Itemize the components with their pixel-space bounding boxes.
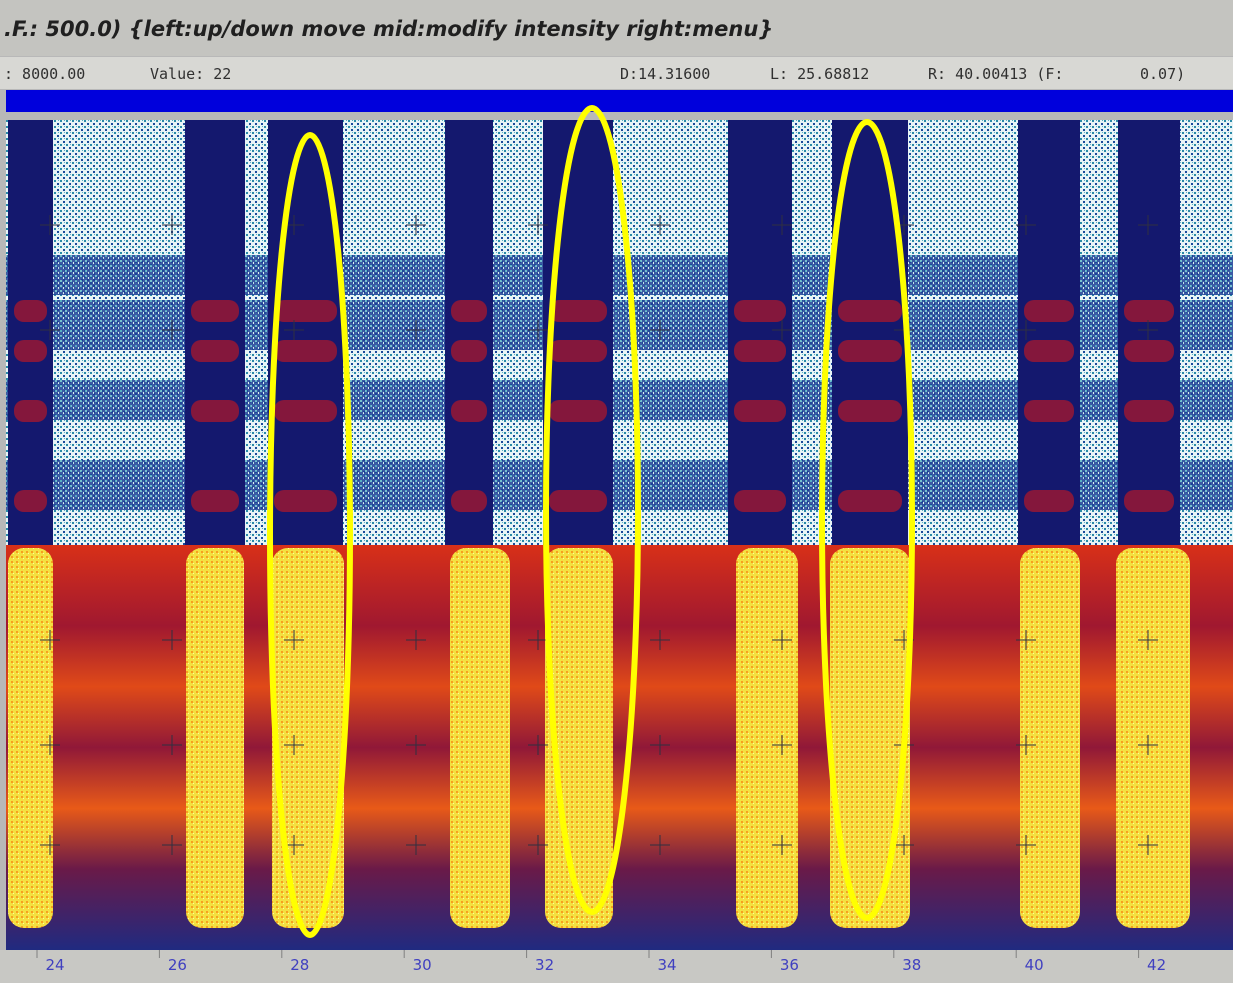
harmonic — [734, 300, 786, 322]
title-bar — [0, 0, 1233, 56]
voiced-column — [728, 120, 792, 545]
harmonic — [549, 400, 607, 422]
harmonic — [1124, 340, 1174, 362]
harmonic — [734, 340, 786, 362]
status-field: : 8000.00 — [4, 65, 85, 83]
energy-column — [450, 548, 510, 928]
time-tick-label: 26 — [168, 956, 187, 974]
harmonic — [191, 400, 239, 422]
harmonic — [14, 400, 47, 422]
spectrogram — [6, 120, 1233, 950]
harmonic — [274, 400, 337, 422]
harmonic — [1124, 300, 1174, 322]
voiced-column — [185, 120, 245, 545]
harmonic — [549, 340, 607, 362]
status-field: L: 25.68812 — [770, 65, 869, 83]
time-tick-label: 30 — [413, 956, 432, 974]
harmonic — [838, 490, 902, 512]
energy-column — [736, 548, 798, 928]
time-tick-label: 32 — [535, 956, 554, 974]
harmonic — [1124, 490, 1174, 512]
harmonic — [274, 300, 337, 322]
status-bar — [0, 57, 1233, 89]
harmonic — [191, 300, 239, 322]
time-tick-label: 36 — [780, 956, 799, 974]
status-field: D:14.31600 — [620, 65, 710, 83]
harmonic — [14, 300, 47, 322]
time-tick-label: 38 — [902, 956, 921, 974]
harmonic — [191, 490, 239, 512]
time-tick-label: 40 — [1025, 956, 1044, 974]
harmonic — [838, 300, 902, 322]
status-field: Value: 22 — [150, 65, 231, 83]
harmonic — [549, 300, 607, 322]
harmonic — [838, 340, 902, 362]
title-text: .F.: 500.0) {left:up/down move mid:modif… — [4, 17, 773, 41]
harmonic — [1024, 300, 1074, 322]
harmonic — [451, 400, 487, 422]
harmonic — [14, 340, 47, 362]
time-tick-label: 34 — [657, 956, 676, 974]
harmonic — [838, 400, 902, 422]
harmonic — [1024, 490, 1074, 512]
energy-column — [1020, 548, 1080, 928]
annotations — [267, 105, 915, 938]
time-tick-label: 24 — [45, 956, 64, 974]
harmonic — [451, 340, 487, 362]
highlight-ellipse — [819, 119, 915, 921]
voiced-column — [8, 120, 53, 545]
harmonic — [734, 490, 786, 512]
voiced-column — [445, 120, 493, 545]
harmonic — [274, 490, 337, 512]
harmonic — [14, 490, 47, 512]
time-tick-label: 42 — [1147, 956, 1166, 974]
energy-column — [272, 548, 344, 928]
harmonic — [191, 340, 239, 362]
time-tick-label: 28 — [290, 956, 309, 974]
axis-strip — [0, 950, 1233, 983]
highlight-ellipse — [543, 105, 641, 915]
voiced-column — [543, 120, 613, 545]
status-field: 0.07) — [1140, 65, 1185, 83]
harmonic — [1124, 400, 1174, 422]
energy-column — [186, 548, 244, 928]
harmonic — [274, 340, 337, 362]
voiced-column — [1018, 120, 1080, 545]
status-field: R: 40.00413 (F: — [928, 65, 1063, 83]
highlight-ellipse — [267, 132, 353, 938]
energy-column — [8, 548, 53, 928]
harmonic — [1024, 340, 1074, 362]
harmonic — [1024, 400, 1074, 422]
energy-column — [1116, 548, 1190, 928]
harmonic — [734, 400, 786, 422]
harmonic — [549, 490, 607, 512]
harmonic — [451, 490, 487, 512]
voiced-column — [1118, 120, 1180, 545]
selection-bar — [6, 90, 1233, 112]
energy-column — [830, 548, 910, 928]
harmonic — [451, 300, 487, 322]
